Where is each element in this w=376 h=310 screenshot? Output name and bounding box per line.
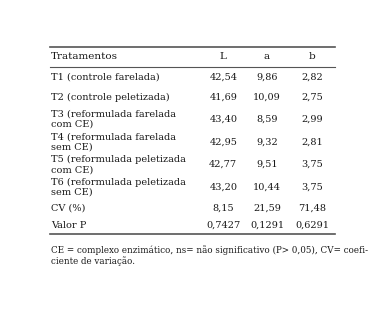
Text: T1 (controle farelada): T1 (controle farelada) xyxy=(52,73,160,82)
Text: 2,75: 2,75 xyxy=(301,93,323,102)
Text: Valor P: Valor P xyxy=(52,221,87,230)
Text: 42,77: 42,77 xyxy=(209,160,237,169)
Text: L: L xyxy=(220,52,227,61)
Text: 0,6291: 0,6291 xyxy=(295,221,329,230)
Text: T2 (controle peletizada): T2 (controle peletizada) xyxy=(52,93,170,102)
Text: 8,59: 8,59 xyxy=(256,114,278,123)
Text: a: a xyxy=(264,52,270,61)
Text: 8,15: 8,15 xyxy=(212,203,234,212)
Text: 42,54: 42,54 xyxy=(209,73,237,82)
Text: T6 (reformulada peletizada
sem CE): T6 (reformulada peletizada sem CE) xyxy=(52,178,186,197)
Text: 0,1291: 0,1291 xyxy=(250,221,284,230)
Text: 9,51: 9,51 xyxy=(256,160,278,169)
Text: T5 (reformulada peletizada
com CE): T5 (reformulada peletizada com CE) xyxy=(52,155,186,174)
Text: 43,40: 43,40 xyxy=(209,114,237,123)
Text: 9,32: 9,32 xyxy=(256,137,278,146)
Text: T4 (reformulada farelada
sem CE): T4 (reformulada farelada sem CE) xyxy=(52,132,176,151)
Text: 21,59: 21,59 xyxy=(253,203,281,212)
Text: CV (%): CV (%) xyxy=(52,203,86,212)
Text: T3 (reformulada farelada
com CE): T3 (reformulada farelada com CE) xyxy=(52,109,176,128)
Text: 2,99: 2,99 xyxy=(301,114,323,123)
Text: 42,95: 42,95 xyxy=(209,137,237,146)
Text: 2,82: 2,82 xyxy=(301,73,323,82)
Text: 43,20: 43,20 xyxy=(209,183,237,192)
Text: CE = complexo enzimático, ns= não significativo (P> 0,05), CV= coefi-
ciente de : CE = complexo enzimático, ns= não signif… xyxy=(52,245,368,266)
Text: 71,48: 71,48 xyxy=(298,203,326,212)
Text: 10,09: 10,09 xyxy=(253,93,281,102)
Text: 2,81: 2,81 xyxy=(301,137,323,146)
Text: 9,86: 9,86 xyxy=(256,73,278,82)
Text: 3,75: 3,75 xyxy=(301,160,323,169)
Text: b: b xyxy=(309,52,315,61)
Text: 10,44: 10,44 xyxy=(253,183,281,192)
Text: Tratamentos: Tratamentos xyxy=(52,52,118,61)
Text: 41,69: 41,69 xyxy=(209,93,237,102)
Text: 3,75: 3,75 xyxy=(301,183,323,192)
Text: 0,7427: 0,7427 xyxy=(206,221,240,230)
